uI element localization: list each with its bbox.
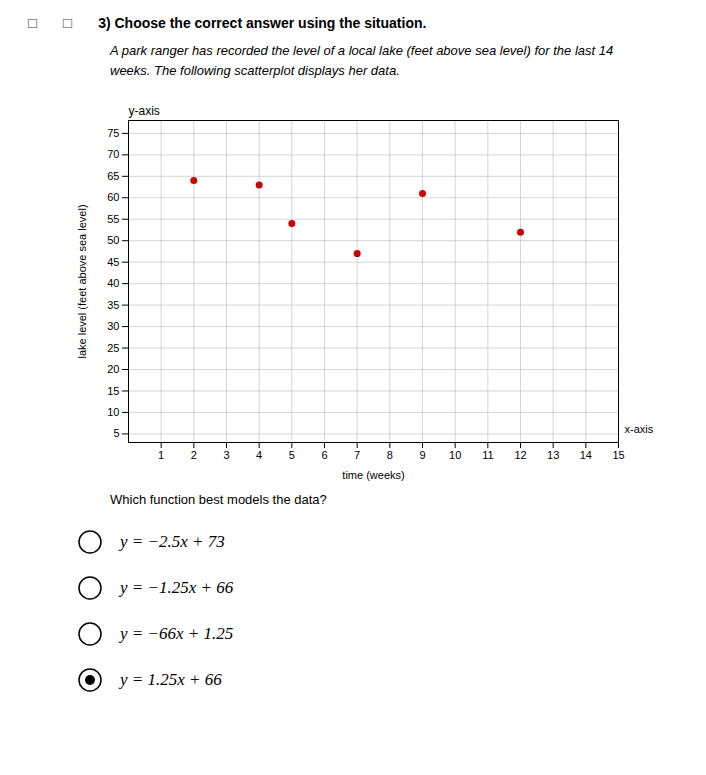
svg-text:35: 35 — [107, 299, 119, 311]
svg-text:4: 4 — [256, 449, 262, 461]
svg-text:2: 2 — [191, 449, 197, 461]
html-text:3) Choose the correct answer u: 3) Choose the correct answer using the s… — [98, 15, 427, 31]
svg-text:55: 55 — [107, 213, 119, 225]
svg-text:70: 70 — [107, 148, 119, 160]
svg-text:11: 11 — [482, 449, 493, 461]
html-text:y = −1.25x + 66: y = −1.25x + 66 — [120, 578, 234, 597]
html-text:A park ranger has recorded the: A park ranger has recorded the level of … — [110, 43, 614, 78]
svg-text:5: 5 — [289, 449, 295, 461]
svg-text:12: 12 — [514, 449, 526, 461]
html-text:Which function best models the: Which function best models the data? — [110, 492, 327, 507]
svg-text:3: 3 — [223, 449, 229, 461]
html-text:y = −66x + 1.25: y = −66x + 1.25 — [120, 624, 234, 643]
html-text:y = 1.25x + 66: y = 1.25x + 66 — [120, 670, 222, 689]
svg-text:15: 15 — [612, 449, 624, 461]
svg-text:60: 60 — [107, 191, 119, 203]
svg-text:30: 30 — [107, 320, 119, 332]
html-text:y = −2.5x + 73: y = −2.5x + 73 — [120, 532, 225, 551]
svg-text:10: 10 — [107, 406, 119, 418]
svg-text:7: 7 — [354, 449, 360, 461]
svg-text:y-axis: y-axis — [129, 104, 160, 118]
svg-text:8: 8 — [387, 449, 393, 461]
svg-text:65: 65 — [107, 170, 119, 182]
svg-text:50: 50 — [107, 234, 119, 246]
svg-text:14: 14 — [580, 449, 592, 461]
svg-text:5: 5 — [113, 427, 119, 439]
svg-text:20: 20 — [107, 363, 119, 375]
svg-text:10: 10 — [449, 449, 461, 461]
svg-text:25: 25 — [107, 342, 119, 354]
svg-text:9: 9 — [419, 449, 425, 461]
svg-text:x-axis: x-axis — [625, 423, 654, 435]
svg-text:75: 75 — [107, 127, 119, 139]
svg-text:15: 15 — [107, 385, 119, 397]
svg-text:time (weeks): time (weeks) — [342, 469, 404, 481]
svg-text:lake level (feet above sea lev: lake level (feet above sea level) — [76, 204, 88, 358]
svg-text:40: 40 — [107, 277, 119, 289]
svg-text:1: 1 — [158, 449, 164, 461]
svg-text:6: 6 — [321, 449, 327, 461]
svg-text:13: 13 — [547, 449, 559, 461]
svg-text:45: 45 — [107, 256, 119, 268]
